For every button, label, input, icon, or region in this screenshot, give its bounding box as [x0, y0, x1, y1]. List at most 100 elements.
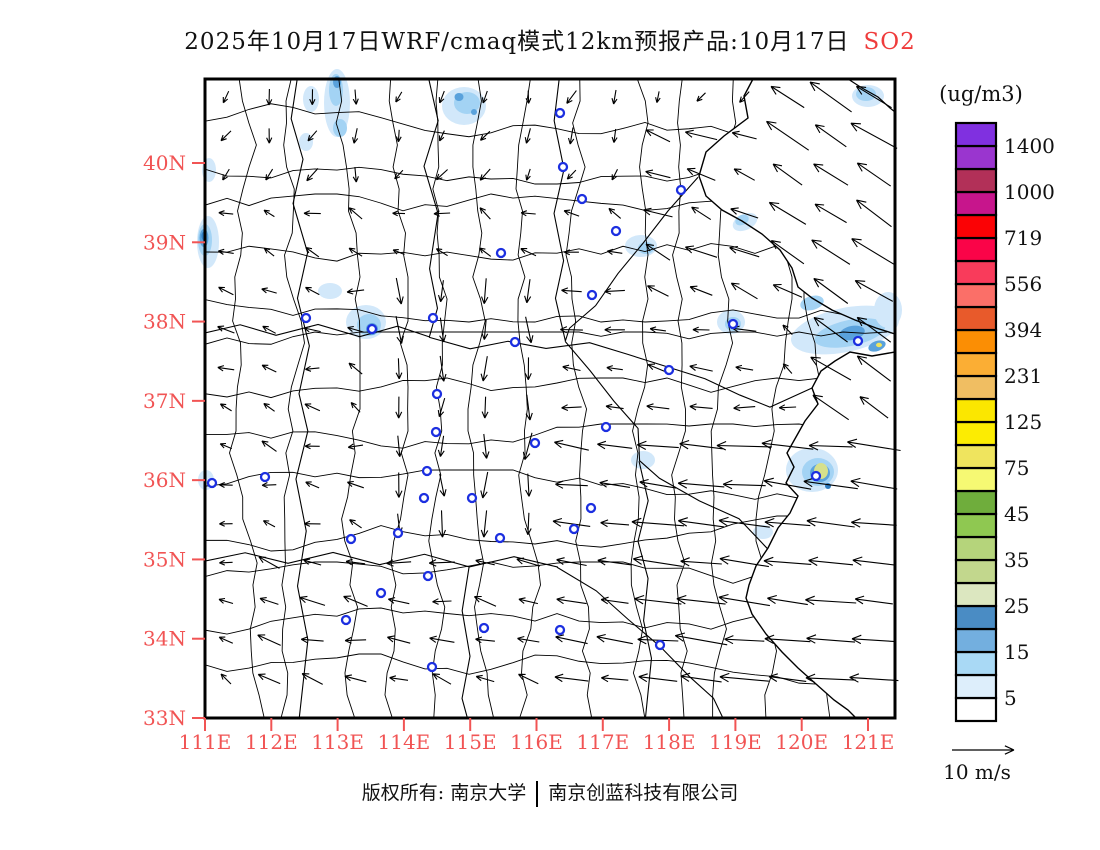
so2-plume: [874, 292, 902, 328]
wind-arrow: [556, 596, 587, 605]
wind-arrow: [813, 163, 849, 186]
city-marker: [431, 388, 443, 400]
county-boundary-line: [205, 607, 888, 635]
colorbar-cell: [954, 121, 998, 148]
county-boundaries-layer: [205, 79, 888, 718]
province-boundary-line: [553, 80, 566, 342]
wind-reference: [952, 745, 1015, 755]
wind-arrow: [601, 674, 629, 683]
wind-arrow: [680, 557, 722, 567]
wind-arrow: [611, 128, 618, 143]
lat-label: 39N: [143, 230, 186, 254]
wind-arrow: [952, 745, 1015, 755]
wind-arrow: [851, 238, 897, 267]
colorbar-tick-label: 556: [1004, 272, 1042, 296]
city-marker: [810, 470, 822, 482]
wind-arrow: [637, 635, 679, 645]
wind-arrow: [343, 595, 368, 607]
colorbar-cell: [954, 282, 998, 309]
title-main: 2025年10月17日WRF/cmaq模式12km预报产品:10月17日: [184, 29, 850, 55]
wind-arrow: [307, 130, 318, 142]
coastline: [698, 78, 896, 719]
wind-arrow: [261, 364, 277, 373]
lon-label: 118E: [643, 730, 696, 754]
wind-arrow: [814, 124, 847, 148]
wind-arrow: [611, 89, 618, 105]
wind-arrow: [258, 556, 280, 569]
lon-label: 121E: [842, 730, 895, 754]
wind-arrow: [347, 480, 364, 489]
wind-arrow: [856, 316, 892, 343]
colorbar-cell: [954, 443, 998, 470]
wind-arrow: [768, 201, 807, 225]
county-boundary-line: [205, 193, 888, 212]
wind-arrow: [856, 199, 892, 228]
wind-arrow: [305, 481, 320, 489]
colorbar-cell: [954, 236, 998, 263]
wind-arrow: [808, 556, 854, 566]
wind-arrow: [480, 356, 488, 382]
wind-arrow: [631, 517, 685, 528]
wind-arrow: [814, 203, 847, 224]
city-marker: [422, 570, 434, 582]
wind-arrow: [301, 673, 323, 685]
wind-arrow: [856, 355, 892, 382]
wind-arrow: [525, 168, 531, 181]
wind-arrow: [605, 403, 624, 411]
colorbar-tick-label: 15: [1004, 640, 1029, 664]
wind-arrow: [306, 168, 319, 182]
city-marker: [509, 336, 521, 348]
colorbar-tick-label: 394: [1004, 318, 1042, 342]
city-markers-layer: [206, 107, 864, 673]
lon-label: 112E: [245, 730, 298, 754]
wind-arrow: [475, 674, 495, 683]
wind-arrow: [692, 326, 710, 333]
wind-arrow: [520, 210, 536, 217]
wind-arrow: [219, 520, 233, 527]
wind-arrow: [435, 169, 448, 181]
wind-arrow: [257, 634, 281, 646]
wind-arrow: [813, 277, 849, 304]
colorbar-tick-label: 231: [1004, 364, 1042, 388]
wind-arrow: [680, 672, 722, 683]
wind-arrow: [435, 248, 448, 257]
county-boundary-line: [205, 469, 888, 500]
lat-label: 40N: [143, 151, 186, 175]
so2-plume: [631, 451, 655, 469]
wind-arrow: [639, 478, 677, 489]
city-marker: [654, 639, 666, 651]
province-boundary-line: [461, 567, 471, 718]
wind-arrow: [305, 246, 320, 258]
wind-arrow: [218, 286, 234, 296]
wind-arrow: [480, 510, 489, 538]
wind-arrow: [849, 673, 899, 683]
wind-arrow: [219, 403, 232, 412]
so2-plume: [299, 133, 313, 151]
wind-arrow: [218, 636, 234, 644]
wind-arrow: [432, 673, 452, 685]
colorbar-cell: [954, 581, 998, 608]
wind-arrow: [473, 595, 497, 607]
wind-arrow: [632, 555, 683, 567]
wind-arrow: [724, 635, 765, 645]
wind-arrow: [481, 319, 489, 340]
lon-label: 114E: [378, 730, 431, 754]
colorbar-cell: [954, 420, 998, 447]
wind-arrow: [767, 594, 808, 606]
wind-arrow: [219, 559, 233, 566]
lon-label: 113E: [311, 730, 364, 754]
colorbar-cell: [954, 259, 998, 286]
city-marker: [427, 312, 439, 324]
wind-arrow: [395, 435, 403, 457]
wind-arrow: [847, 438, 901, 452]
wind-arrow: [686, 167, 716, 181]
wind-arrow: [646, 403, 670, 411]
wind-arrow: [643, 207, 673, 218]
county-boundary-line: [755, 79, 793, 718]
wind-arrow: [482, 433, 490, 459]
wind-arrow: [344, 636, 367, 644]
wind-arrow: [394, 169, 404, 180]
wind-arrow: [395, 129, 402, 143]
wind-arrow: [561, 287, 582, 295]
